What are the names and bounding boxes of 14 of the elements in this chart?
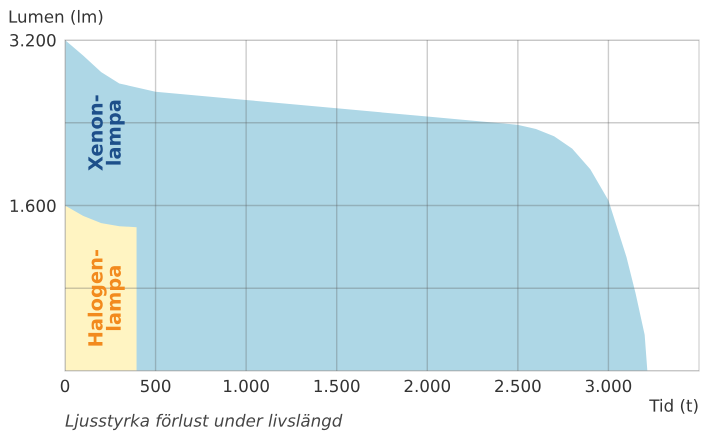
x-tick-label: 2.000 — [404, 380, 450, 392]
x-tick-label: 0 — [60, 380, 70, 392]
x-axis-title: Tid (t) — [649, 398, 698, 414]
x-tick-label: 3.000 — [586, 380, 632, 392]
x-tick-label: 1.500 — [314, 380, 360, 392]
x-tick-label: 500 — [140, 380, 170, 392]
y-tick-label: 1.600 — [10, 199, 56, 212]
x-tick-label: 1.000 — [224, 380, 269, 392]
series-label: Xenon- lampa — [88, 95, 125, 171]
x-tick-label: 2.500 — [495, 380, 541, 392]
y-tick-label: 3.200 — [10, 34, 56, 47]
text: Ljusstyrka förlust under livslängd — [65, 414, 342, 430]
series-label: Halogen- lampa — [88, 250, 125, 346]
y-axis-title: Lumen (lm) — [10, 10, 102, 25]
